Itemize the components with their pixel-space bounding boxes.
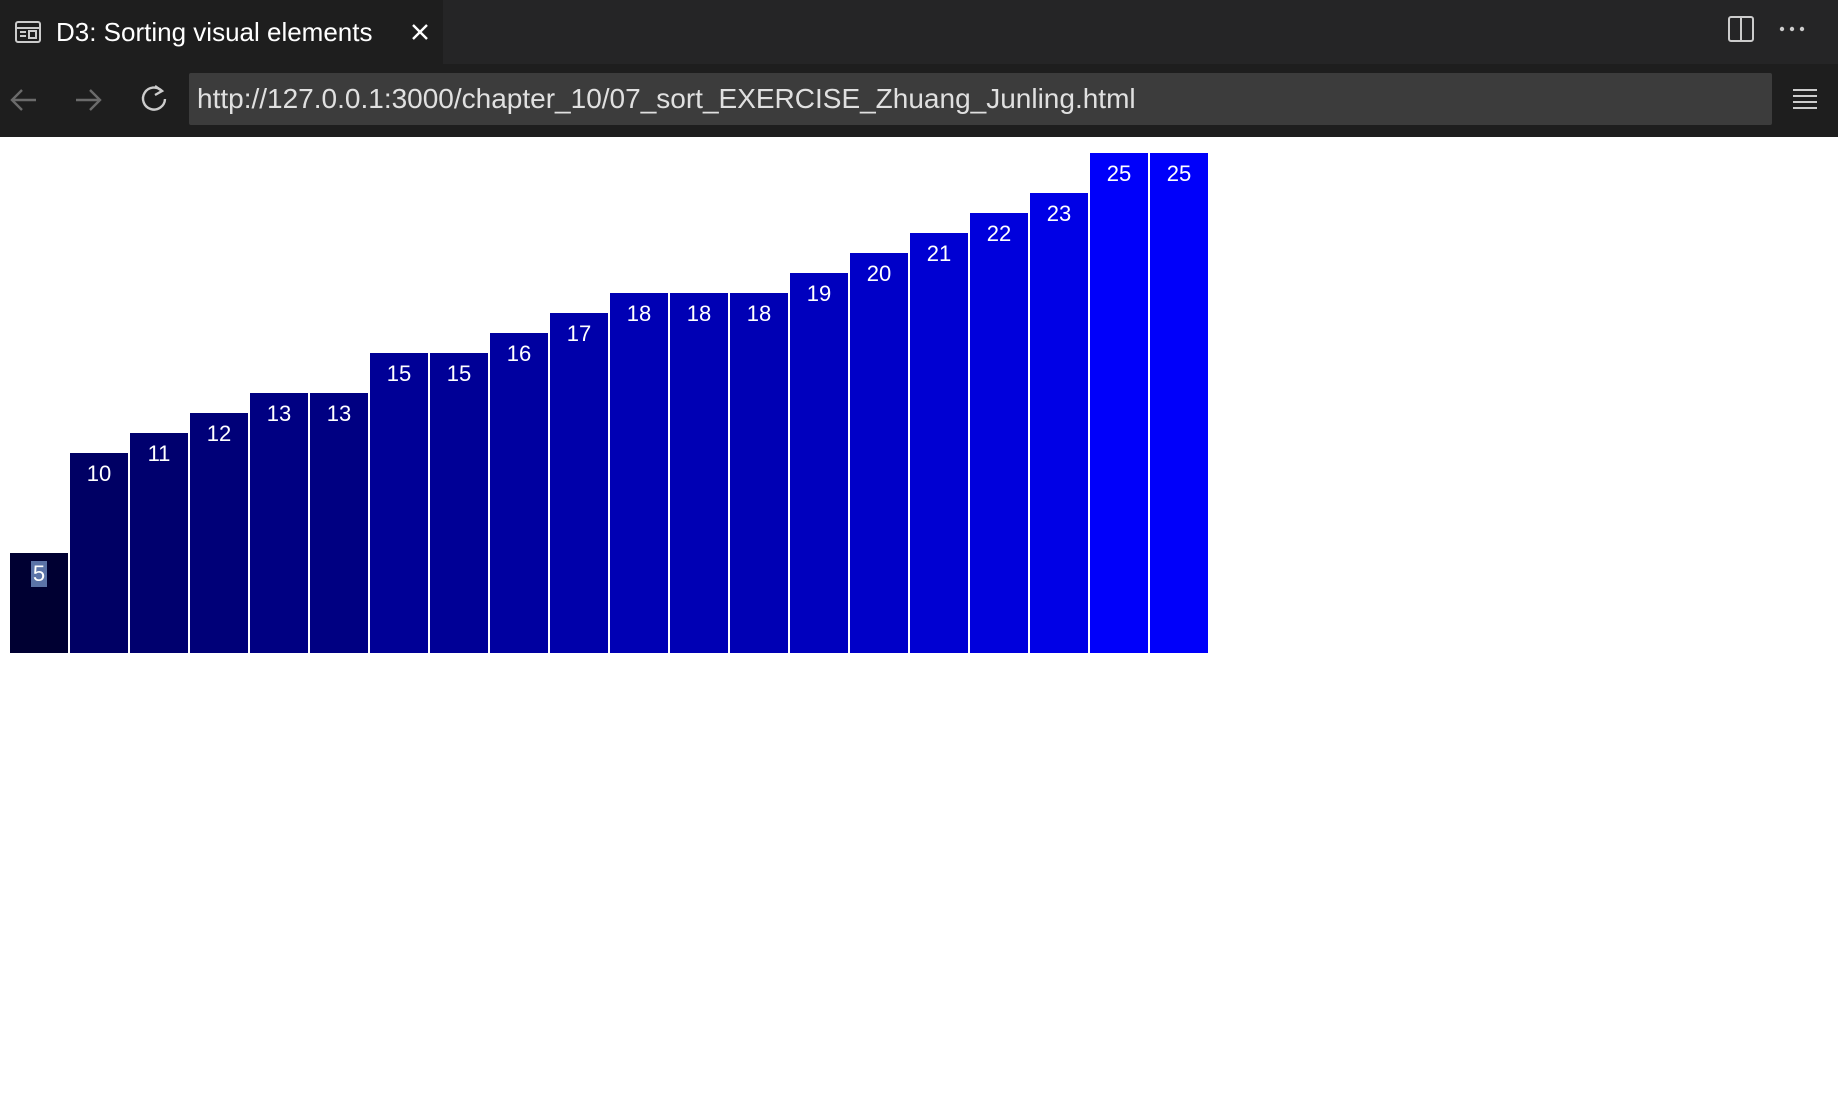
- bar-label-6: 15: [387, 361, 411, 386]
- bar-19: [1150, 153, 1208, 653]
- bar-label-10: 18: [627, 301, 651, 326]
- bar-label-19: 25: [1167, 161, 1191, 186]
- bar-15: [910, 233, 968, 653]
- bar-3: [190, 413, 248, 653]
- bar-label-18: 25: [1107, 161, 1131, 186]
- tab-bar: D3: Sorting visual elements: [0, 0, 1838, 64]
- arrow-right-icon[interactable]: [70, 82, 106, 118]
- bar-label-16: 22: [987, 221, 1011, 246]
- preview-icon: [15, 21, 41, 43]
- bar-label-7: 15: [447, 361, 471, 386]
- bar-label-13: 19: [807, 281, 831, 306]
- bar-label-2: 11: [148, 441, 171, 466]
- bar-5: [310, 393, 368, 653]
- bar-14: [850, 253, 908, 653]
- reload-icon[interactable]: [136, 80, 172, 116]
- bar-12: [730, 293, 788, 653]
- bar-18: [1090, 153, 1148, 653]
- bar-7: [430, 353, 488, 653]
- bar-label-17: 23: [1047, 201, 1071, 226]
- split-editor-icon[interactable]: [1726, 14, 1756, 44]
- bar-label-1: 10: [87, 461, 111, 486]
- bar-8: [490, 333, 548, 653]
- bar-1: [70, 453, 128, 653]
- page-content: 5 10 11 12 13 13 15 15 16 17 18 18 18 19 20 21 22 23 25 25: [0, 137, 1838, 1108]
- arrow-left-icon[interactable]: [6, 82, 42, 118]
- bar-2: [130, 433, 188, 653]
- menu-icon[interactable]: [1790, 84, 1820, 114]
- bar-17: [1030, 193, 1088, 653]
- bar-label-0: 5: [33, 561, 45, 586]
- bar-label-5: 13: [327, 401, 351, 426]
- bar-10: [610, 293, 668, 653]
- bar-13: [790, 273, 848, 653]
- bar-11: [670, 293, 728, 653]
- bar-9: [550, 313, 608, 653]
- bar-label-8: 16: [507, 341, 531, 366]
- bar-chart: 5 10 11 12 13 13 15 15 16 17 18 18 18 19 20 21 22 23 25 25: [10, 153, 1208, 653]
- bar-label-11: 18: [687, 301, 711, 326]
- bar-label-15: 21: [927, 241, 951, 266]
- bar-label-3: 12: [207, 421, 231, 446]
- close-icon[interactable]: [404, 16, 436, 48]
- bar-4: [250, 393, 308, 653]
- text-selection-highlight: [31, 561, 47, 587]
- more-actions-icon[interactable]: [1776, 14, 1808, 44]
- bar-16: [970, 213, 1028, 653]
- url-input[interactable]: [189, 73, 1772, 125]
- bar-label-12: 18: [747, 301, 771, 326]
- bar-label-14: 20: [867, 261, 891, 286]
- bar-6: [370, 353, 428, 653]
- bar-label-9: 17: [567, 321, 591, 346]
- tab-title: D3: Sorting visual elements: [56, 16, 373, 47]
- tab-preview[interactable]: D3: Sorting visual elements: [0, 0, 443, 64]
- bar-label-4: 13: [267, 401, 291, 426]
- browser-toolbar: [0, 64, 1838, 137]
